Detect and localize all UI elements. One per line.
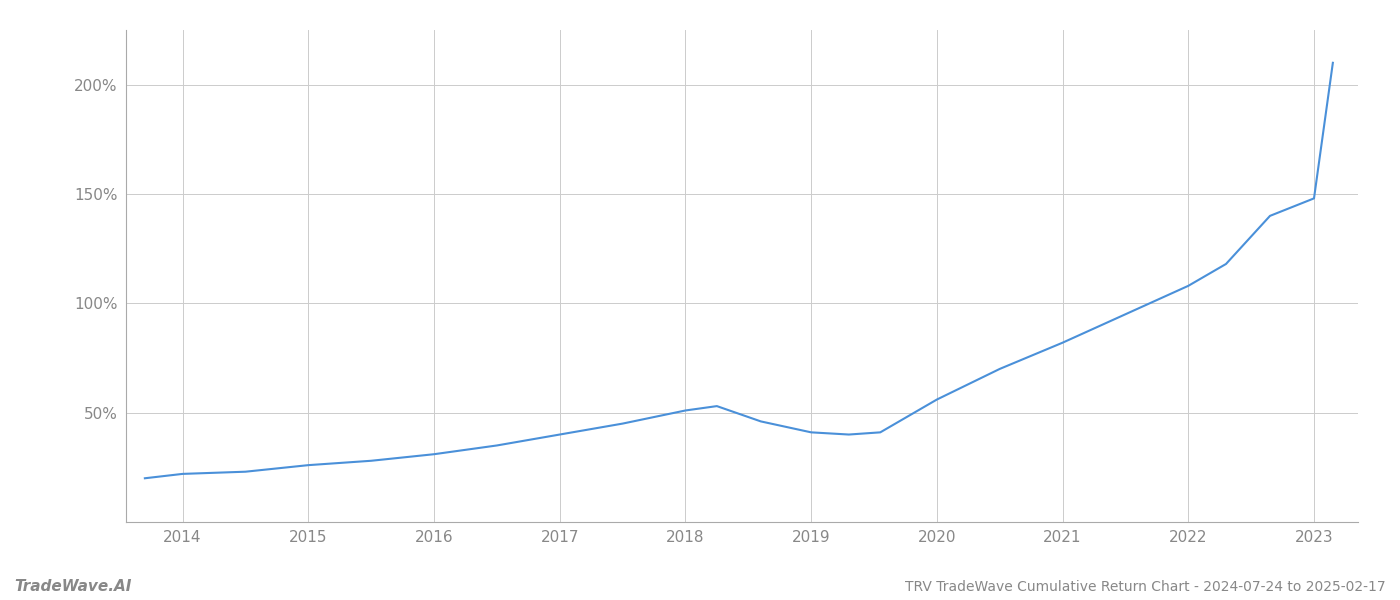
Text: TradeWave.AI: TradeWave.AI [14, 579, 132, 594]
Text: TRV TradeWave Cumulative Return Chart - 2024-07-24 to 2025-02-17: TRV TradeWave Cumulative Return Chart - … [906, 580, 1386, 594]
